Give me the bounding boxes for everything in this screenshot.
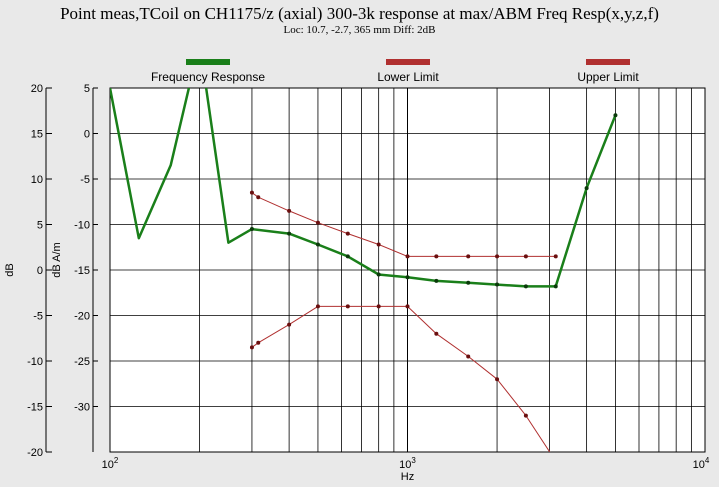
legend-swatch: [586, 59, 630, 65]
series-line-lower-limit: [251, 305, 551, 452]
data-point: [376, 272, 381, 277]
legend: Frequency Response Lower Limit Upper Limit: [151, 59, 639, 84]
data-point: [256, 195, 261, 200]
data-point: [315, 304, 320, 309]
data-point: [405, 275, 410, 280]
chart-subtitle: Loc: 10.7, -2.7, 365 mm Diff: 2dB: [283, 24, 436, 36]
x-tick-label: 102: [102, 456, 119, 471]
data-point: [434, 278, 439, 283]
data-point: [495, 282, 500, 287]
y-tick-label-inner: -15: [74, 265, 90, 277]
data-point: [345, 254, 350, 259]
y-axis-label-outer: dB: [4, 263, 16, 276]
y-tick-label-outer: 15: [31, 129, 43, 141]
data-point: [466, 354, 471, 359]
y-tick-label-outer: -20: [27, 447, 43, 459]
data-point: [523, 284, 528, 289]
series-layer: [110, 88, 618, 452]
x-tick-label: 104: [693, 456, 710, 471]
y-tick-label-inner: 5: [84, 83, 90, 95]
data-point: [376, 242, 381, 247]
data-point: [613, 113, 618, 118]
data-point: [434, 331, 439, 336]
data-point: [249, 227, 254, 232]
series-line-upper-limit: [251, 192, 556, 257]
y-tick-label-outer: -5: [33, 311, 43, 323]
y-tick-label-outer: 20: [31, 83, 43, 95]
data-point: [287, 322, 292, 327]
series-line-frequency-response: [110, 88, 617, 288]
data-point: [345, 304, 350, 309]
data-point: [466, 254, 471, 259]
data-point: [523, 254, 528, 259]
x-tick-label: 103: [399, 456, 416, 471]
legend-swatch: [186, 59, 230, 65]
x-axis-label: Hz: [401, 471, 414, 483]
data-point: [553, 254, 558, 259]
y-tick-label-outer: -15: [27, 402, 43, 414]
y-tick-label-outer: 10: [31, 174, 43, 186]
chart-title: Point meas,TCoil on CH1175/z (axial) 300…: [60, 4, 659, 23]
grid: [110, 88, 705, 452]
data-point: [523, 413, 528, 418]
data-point: [287, 231, 292, 236]
data-point: [287, 208, 292, 213]
data-point: [345, 231, 350, 236]
legend-label: Lower Limit: [377, 70, 439, 84]
data-point: [466, 280, 471, 285]
data-point: [495, 377, 500, 382]
y-tick-label-outer: 5: [37, 220, 43, 232]
data-point: [315, 220, 320, 225]
data-point: [256, 340, 261, 345]
legend-label: Frequency Response: [151, 70, 265, 84]
axes: 20 15 10 5 0 -5 -10 -15 -20 5 0 -5 -10 -15 -20 -25 -30 10…: [27, 83, 710, 471]
data-point: [405, 304, 410, 309]
data-point: [249, 190, 254, 195]
y-axis-label-inner: dB A/m: [51, 242, 63, 277]
data-point: [495, 254, 500, 259]
data-point: [249, 345, 254, 350]
y-tick-label-inner: -25: [74, 356, 90, 368]
data-point: [434, 254, 439, 259]
data-point: [376, 304, 381, 309]
y-tick-label-inner: -5: [80, 174, 90, 186]
legend-label: Upper Limit: [577, 70, 639, 84]
y-tick-label-inner: -10: [74, 220, 90, 232]
y-tick-label-inner: -20: [74, 311, 90, 323]
y-tick-label-outer: 0: [37, 265, 43, 277]
y-tick-label-inner: -30: [74, 402, 90, 414]
data-point: [315, 242, 320, 247]
legend-swatch: [386, 59, 430, 65]
data-point: [405, 254, 410, 259]
data-point: [584, 186, 589, 191]
data-point: [553, 284, 558, 289]
y-tick-label-outer: -10: [27, 356, 43, 368]
y-tick-label-inner: 0: [84, 129, 90, 141]
